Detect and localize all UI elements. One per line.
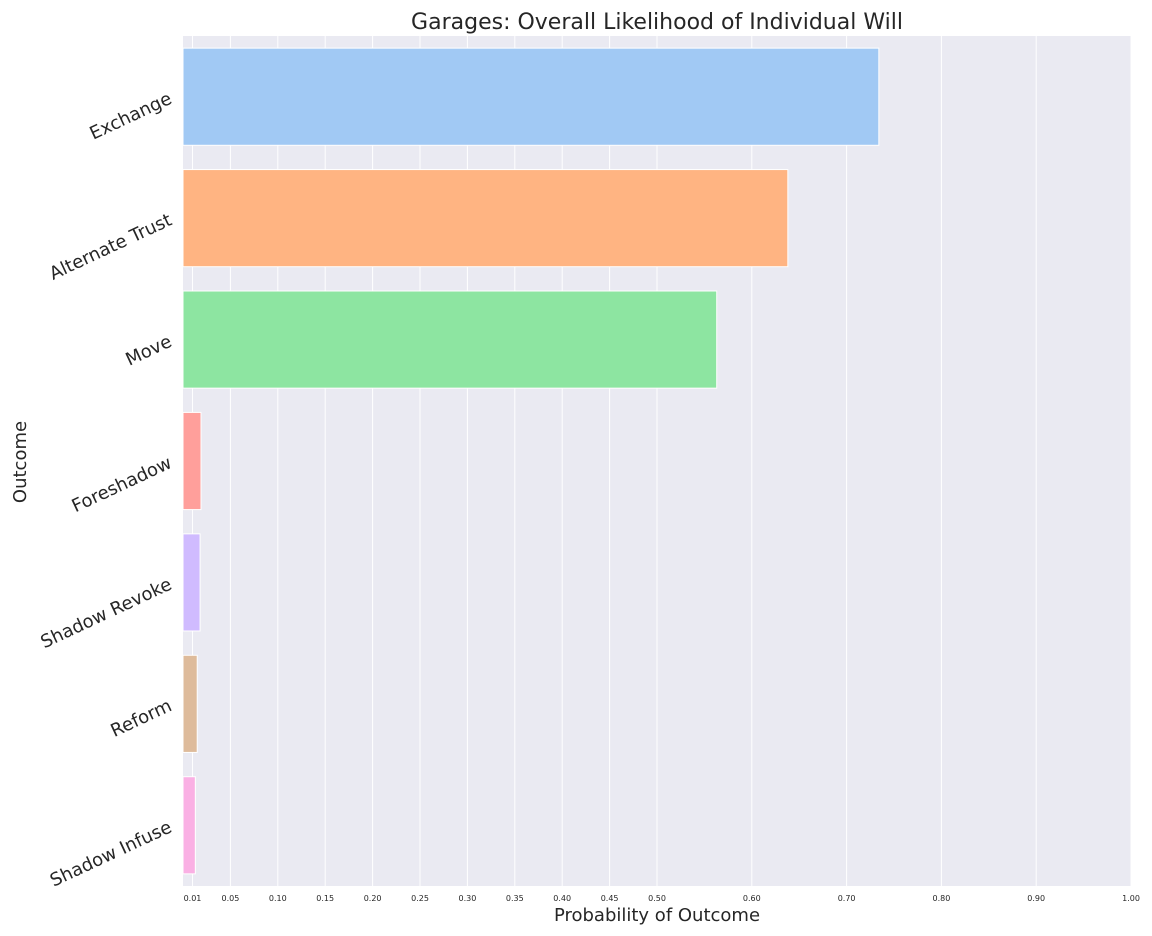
y-tick-label: Exchange: [87, 88, 176, 144]
y-tick-label: Foreshadow: [69, 452, 176, 517]
y-tick-labels: Exchange Alternate Trust Move Foreshadow Sha…: [37, 88, 175, 891]
bar-exchange: [182, 47, 880, 146]
x-tick-label: 0.60: [743, 894, 761, 903]
bar-reform: [182, 654, 198, 753]
x-tick-label: 0.80: [932, 894, 950, 903]
x-tick-labels: 0.01 0.05 0.10 0.15 0.20 0.25 0.30 0.35 0.40 0.45…: [184, 894, 1140, 903]
bar-shadow-infuse: [182, 776, 196, 875]
bar-foreshadow: [182, 411, 202, 511]
x-tick-label: 0.90: [1027, 894, 1045, 903]
x-tick-label: 0.05: [221, 894, 239, 903]
x-tick-label: 0.35: [506, 894, 524, 903]
y-tick-label: Move: [122, 331, 175, 370]
x-tick-label: 0.30: [458, 894, 476, 903]
x-tick-label: 0.01: [184, 894, 202, 903]
x-tick-label: 0.70: [838, 894, 856, 903]
x-tick-label: 0.50: [648, 894, 666, 903]
y-tick-label: Shadow Revoke: [37, 574, 175, 653]
bars: [182, 47, 880, 875]
y-tick-label: Shadow Infuse: [47, 817, 175, 892]
y-axis-label: Outcome: [10, 421, 31, 503]
x-axis-label: Probability of Outcome: [554, 905, 760, 926]
bar-shadow-revoke: [182, 533, 201, 632]
x-tick-label: 0.25: [411, 894, 429, 903]
x-tick-label: 1.00: [1122, 894, 1140, 903]
x-tick-label: 0.45: [601, 894, 619, 903]
x-tick-label: 0.40: [553, 894, 571, 903]
chart-title: Garages: Overall Likelihood of Individua…: [411, 10, 903, 35]
y-tick-label: Reform: [108, 695, 176, 741]
y-tick-label: Alternate Trust: [46, 210, 175, 285]
bar-alternate-trust: [182, 169, 789, 268]
x-tick-label: 0.10: [269, 894, 287, 903]
x-tick-label: 0.20: [364, 894, 382, 903]
x-tick-label: 0.15: [316, 894, 334, 903]
bar-move: [182, 290, 718, 389]
